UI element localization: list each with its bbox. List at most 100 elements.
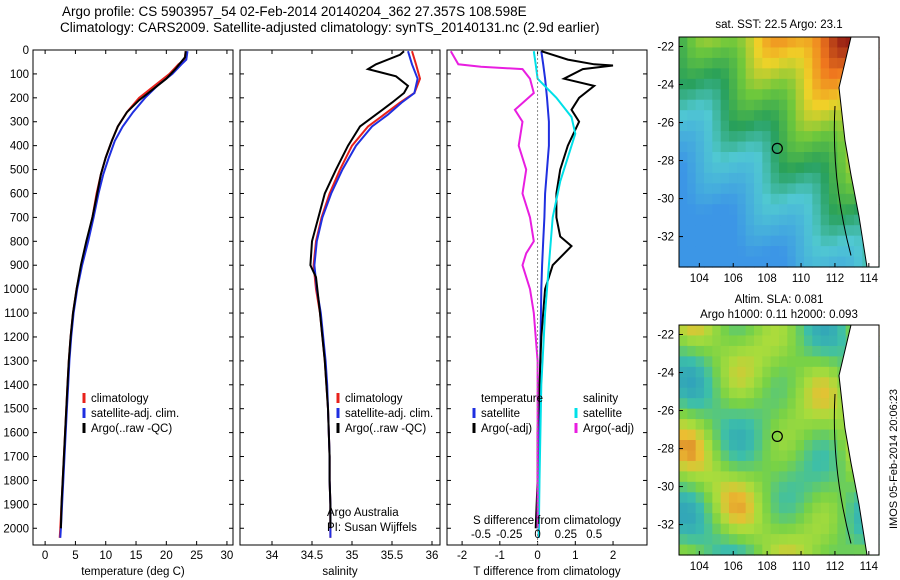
sst-map-cell (795, 110, 805, 122)
sla-map-cell (745, 534, 755, 546)
sla-map-cell (854, 513, 863, 525)
sla-map-cell (712, 481, 722, 493)
sla-map-cell (737, 502, 747, 514)
sst-map-cell (737, 99, 747, 111)
sla-map-cell (720, 481, 730, 493)
sla-map-cell (787, 471, 797, 483)
sst-map-xtick-label: 114 (860, 273, 879, 285)
sla-map-cell (762, 408, 772, 420)
sla-map-cell (687, 492, 697, 504)
sst-map-cell (729, 193, 738, 205)
sst-map-cell (729, 256, 738, 268)
sla-map-cell (754, 492, 763, 504)
sla-map-cell (779, 544, 788, 556)
sst-map-cell (729, 37, 738, 49)
sla-map-cell (679, 481, 688, 493)
sst-map-cell (704, 256, 713, 268)
sst-map-cell (845, 214, 855, 226)
sla-map-cell (770, 544, 780, 556)
sst-map-cell (687, 57, 697, 69)
sla-map-cell (762, 429, 772, 441)
sla-map-cell (695, 345, 705, 357)
sla-map-cell (737, 429, 747, 441)
sla-map-cell (679, 408, 688, 420)
sst-map-cell (687, 78, 697, 90)
sla-map-cell (754, 450, 763, 462)
sst-map-cell (812, 99, 822, 111)
sla-map-cell (812, 513, 822, 525)
sst-map-cell (737, 214, 747, 226)
sst-map-cell (720, 120, 730, 132)
temperature-legend-label: Argo(..raw -QC) (91, 423, 172, 435)
sla-map-cell (787, 377, 797, 389)
depth-tick-label: 1900 (3, 499, 29, 511)
depth-tick-label: 1300 (3, 356, 29, 368)
temperature-xlabel: temperature (deg C) (81, 566, 185, 578)
sst-map-cell (695, 89, 705, 101)
sst-map-cell (762, 246, 772, 258)
sst-map-cell (704, 214, 713, 226)
sst-map-cell (687, 235, 697, 247)
sla-map-cell (779, 440, 788, 452)
sst-map-cell (745, 141, 755, 153)
sst-map-cell (695, 204, 705, 216)
sst-map-cell (820, 37, 830, 49)
sla-map-cell (687, 481, 697, 493)
sst-map-cell (795, 183, 805, 195)
sla-map-cell (812, 366, 822, 378)
sla-map-cell (804, 534, 813, 546)
sla-map-cell (720, 440, 730, 452)
sst-map-cell (737, 152, 747, 164)
sla-map-cell (804, 429, 813, 441)
sla-map-cell (812, 460, 822, 472)
sst-map-cell (687, 152, 697, 164)
sst-map-cell (704, 193, 713, 205)
sst-map-cell (745, 162, 755, 174)
sla-map-cell (829, 366, 838, 378)
sla-map-cell (812, 356, 822, 368)
sst-map-cell (820, 120, 830, 132)
sla-map-cell (829, 377, 838, 389)
sst-map-cell (762, 225, 772, 237)
sla-map-cell (712, 523, 722, 535)
sla-map-cell (845, 544, 855, 556)
sla-map-cell (812, 440, 822, 452)
sst-map-cell (729, 99, 738, 111)
sst-map-cell (745, 57, 755, 69)
sst-map-cell (712, 99, 722, 111)
sla-map-cell (737, 366, 747, 378)
sst-map-cell (845, 193, 855, 205)
sla-map-cell (712, 356, 722, 368)
sst-map-cell (695, 131, 705, 143)
sst-map-cell (804, 246, 813, 258)
sst-map-cell (837, 235, 847, 247)
sla-map-cell (720, 377, 730, 389)
sst-map-cell (812, 162, 822, 174)
sst-map-cell (712, 256, 722, 268)
sla-map-cell (720, 356, 730, 368)
sst-map-cell (729, 141, 738, 153)
sla-map-cell (795, 481, 805, 493)
sst-map-cell (754, 204, 763, 216)
sst-map-cell (679, 131, 688, 143)
sla-map-cell (745, 471, 755, 483)
temperature-frame (32, 49, 234, 546)
sst-map-frame (678, 36, 880, 268)
sst-map-cell (754, 47, 763, 59)
salinity-xtick-label: 35.5 (381, 550, 403, 562)
sla-map-cell (787, 356, 797, 368)
sst-map-cell (695, 57, 705, 69)
sst-map-cell (695, 246, 705, 258)
sst-map-cell (787, 183, 797, 195)
sla-map-cell (820, 440, 830, 452)
sla-map-cell (812, 544, 822, 556)
sst-map-cell (712, 141, 722, 153)
sla-map-cell (679, 377, 688, 389)
sst-map-cell (779, 89, 788, 101)
sla-map-cell (687, 398, 697, 410)
sst-map-cell (770, 57, 780, 69)
sst-map-cell (712, 120, 722, 132)
depth-tick-label: 300 (10, 117, 29, 129)
sla-map-cell (854, 534, 863, 546)
sst-map-cell (770, 183, 780, 195)
